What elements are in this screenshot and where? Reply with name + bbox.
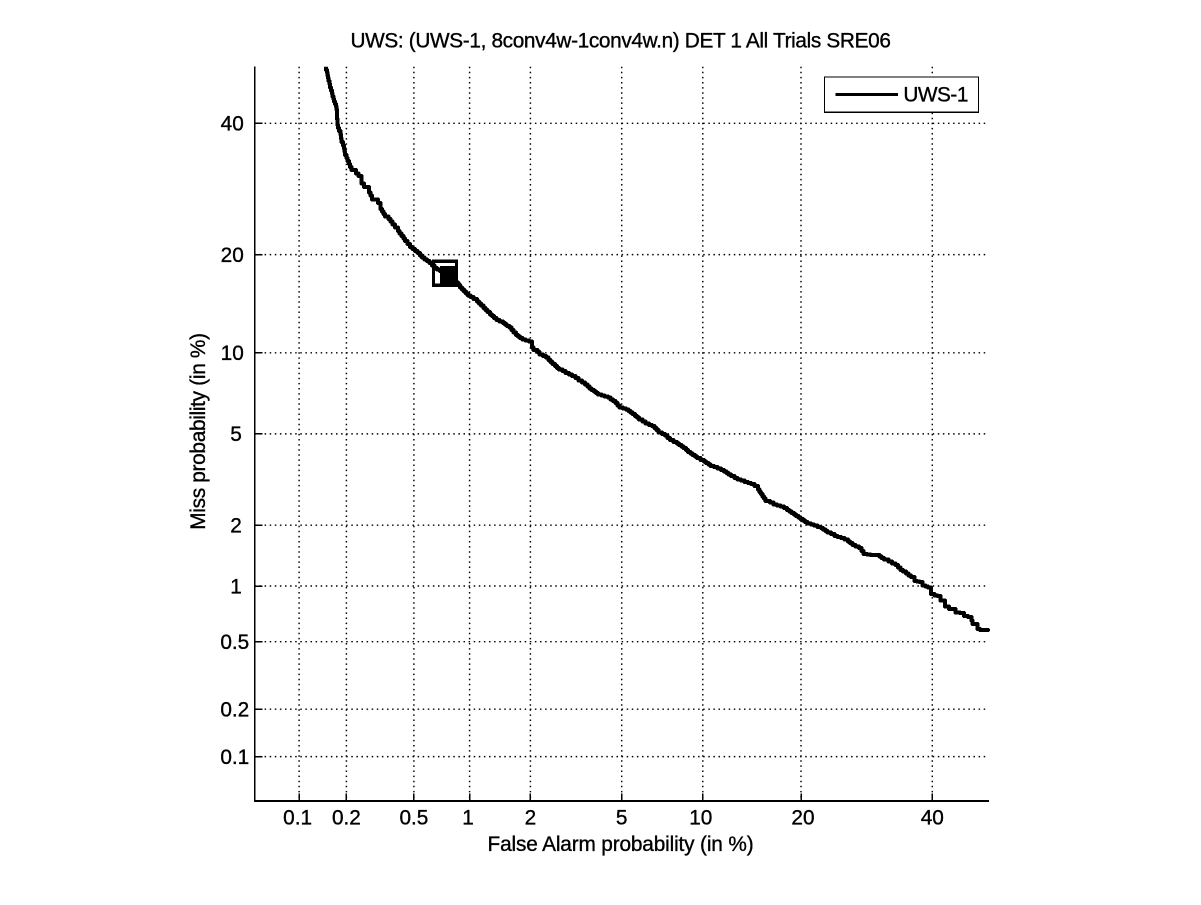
svg-text:5: 5	[230, 423, 242, 446]
svg-text:10: 10	[221, 342, 244, 365]
svg-text:2: 2	[525, 807, 537, 830]
svg-text:0.5: 0.5	[399, 807, 428, 830]
svg-text:UWS-1: UWS-1	[903, 84, 968, 107]
svg-text:20: 20	[791, 807, 814, 830]
svg-text:0.1: 0.1	[220, 746, 249, 769]
svg-text:Miss probability (in %): Miss probability (in %)	[187, 333, 210, 530]
svg-text:40: 40	[221, 113, 244, 136]
svg-text:0.2: 0.2	[332, 807, 361, 830]
svg-text:False Alarm probability (in %): False Alarm probability (in %)	[488, 833, 754, 856]
svg-text:0.1: 0.1	[283, 807, 312, 830]
svg-text:1: 1	[462, 807, 474, 830]
svg-text:1: 1	[230, 575, 242, 598]
svg-text:2: 2	[230, 515, 242, 538]
svg-text:0.5: 0.5	[220, 631, 249, 654]
svg-text:10: 10	[689, 807, 712, 830]
svg-text:UWS: (UWS-1, 8conv4w-1conv4w.n: UWS: (UWS-1, 8conv4w-1conv4w.n) DET 1 Al…	[350, 30, 890, 53]
svg-text:40: 40	[921, 807, 944, 830]
svg-text:5: 5	[616, 807, 628, 830]
svg-text:0.2: 0.2	[220, 699, 249, 722]
svg-text:20: 20	[221, 244, 244, 267]
